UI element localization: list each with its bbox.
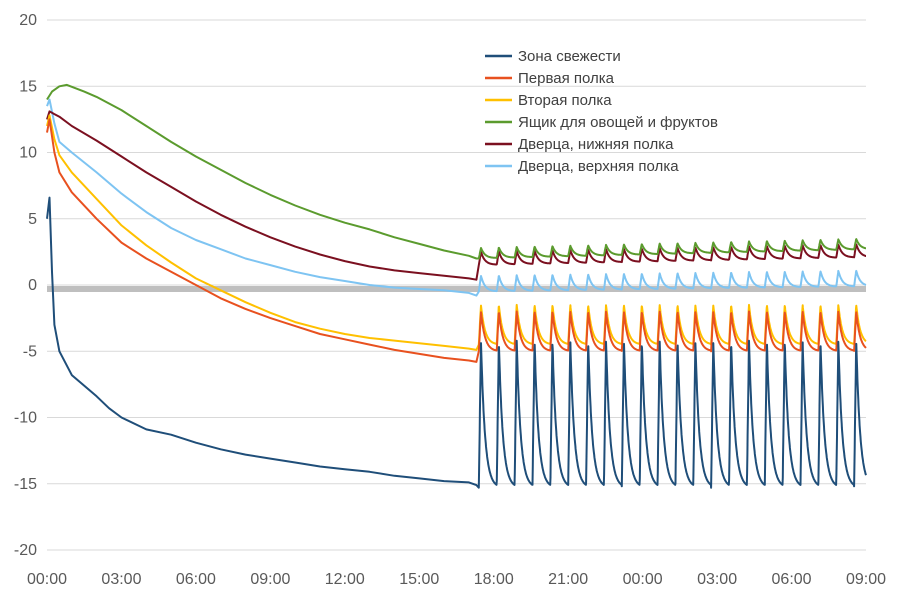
y-tick-label: -20 bbox=[14, 542, 37, 559]
legend-label: Ящик для овощей и фруктов bbox=[518, 114, 718, 131]
series-lines bbox=[46, 83, 867, 489]
series-line bbox=[46, 114, 867, 351]
x-tick-label: 00:00 bbox=[27, 571, 67, 588]
gridlines bbox=[47, 19, 866, 551]
y-tick-label: -5 bbox=[23, 343, 37, 360]
legend-label: Вторая полка bbox=[518, 92, 612, 109]
x-tick-label: 09:00 bbox=[250, 571, 290, 588]
legend-label: Дверца, верхняя полка bbox=[518, 158, 679, 175]
legend-label: Зона свежести bbox=[518, 48, 621, 65]
legend-label: Первая полка bbox=[518, 70, 615, 87]
y-tick-label: 15 bbox=[19, 78, 37, 95]
x-tick-label: 03:00 bbox=[697, 571, 737, 588]
x-tick-label: 06:00 bbox=[176, 571, 216, 588]
x-tick-label: 12:00 bbox=[325, 571, 365, 588]
x-tick-label: 03:00 bbox=[101, 571, 141, 588]
y-tick-label: 0 bbox=[28, 277, 37, 294]
y-tick-label: 5 bbox=[28, 211, 37, 228]
legend: Зона свежести Первая полка Вторая полка Ящи… bbox=[485, 48, 718, 175]
y-tick-label: 20 bbox=[19, 12, 37, 29]
y-axis-labels: 20 15 10 5 0 -5 -10 -15 -20 bbox=[14, 12, 37, 559]
legend-label: Дверца, нижняя полка bbox=[518, 136, 674, 153]
y-tick-label: 10 bbox=[19, 145, 37, 162]
x-tick-label: 18:00 bbox=[474, 571, 514, 588]
series-line bbox=[46, 118, 867, 363]
x-tick-label: 06:00 bbox=[772, 571, 812, 588]
series-line bbox=[46, 110, 867, 281]
series-line bbox=[46, 83, 867, 260]
x-tick-label: 15:00 bbox=[399, 571, 439, 588]
series-line bbox=[46, 98, 867, 297]
x-tick-label: 21:00 bbox=[548, 571, 588, 588]
x-tick-label: 00:00 bbox=[623, 571, 663, 588]
x-axis-labels: 00:00 03:00 06:00 09:00 12:00 15:00 18:00 21:00… bbox=[27, 571, 886, 588]
series-line bbox=[46, 196, 867, 489]
x-tick-label: 09:00 bbox=[846, 571, 886, 588]
y-tick-label: -15 bbox=[14, 476, 37, 493]
y-tick-label: -10 bbox=[14, 410, 37, 427]
